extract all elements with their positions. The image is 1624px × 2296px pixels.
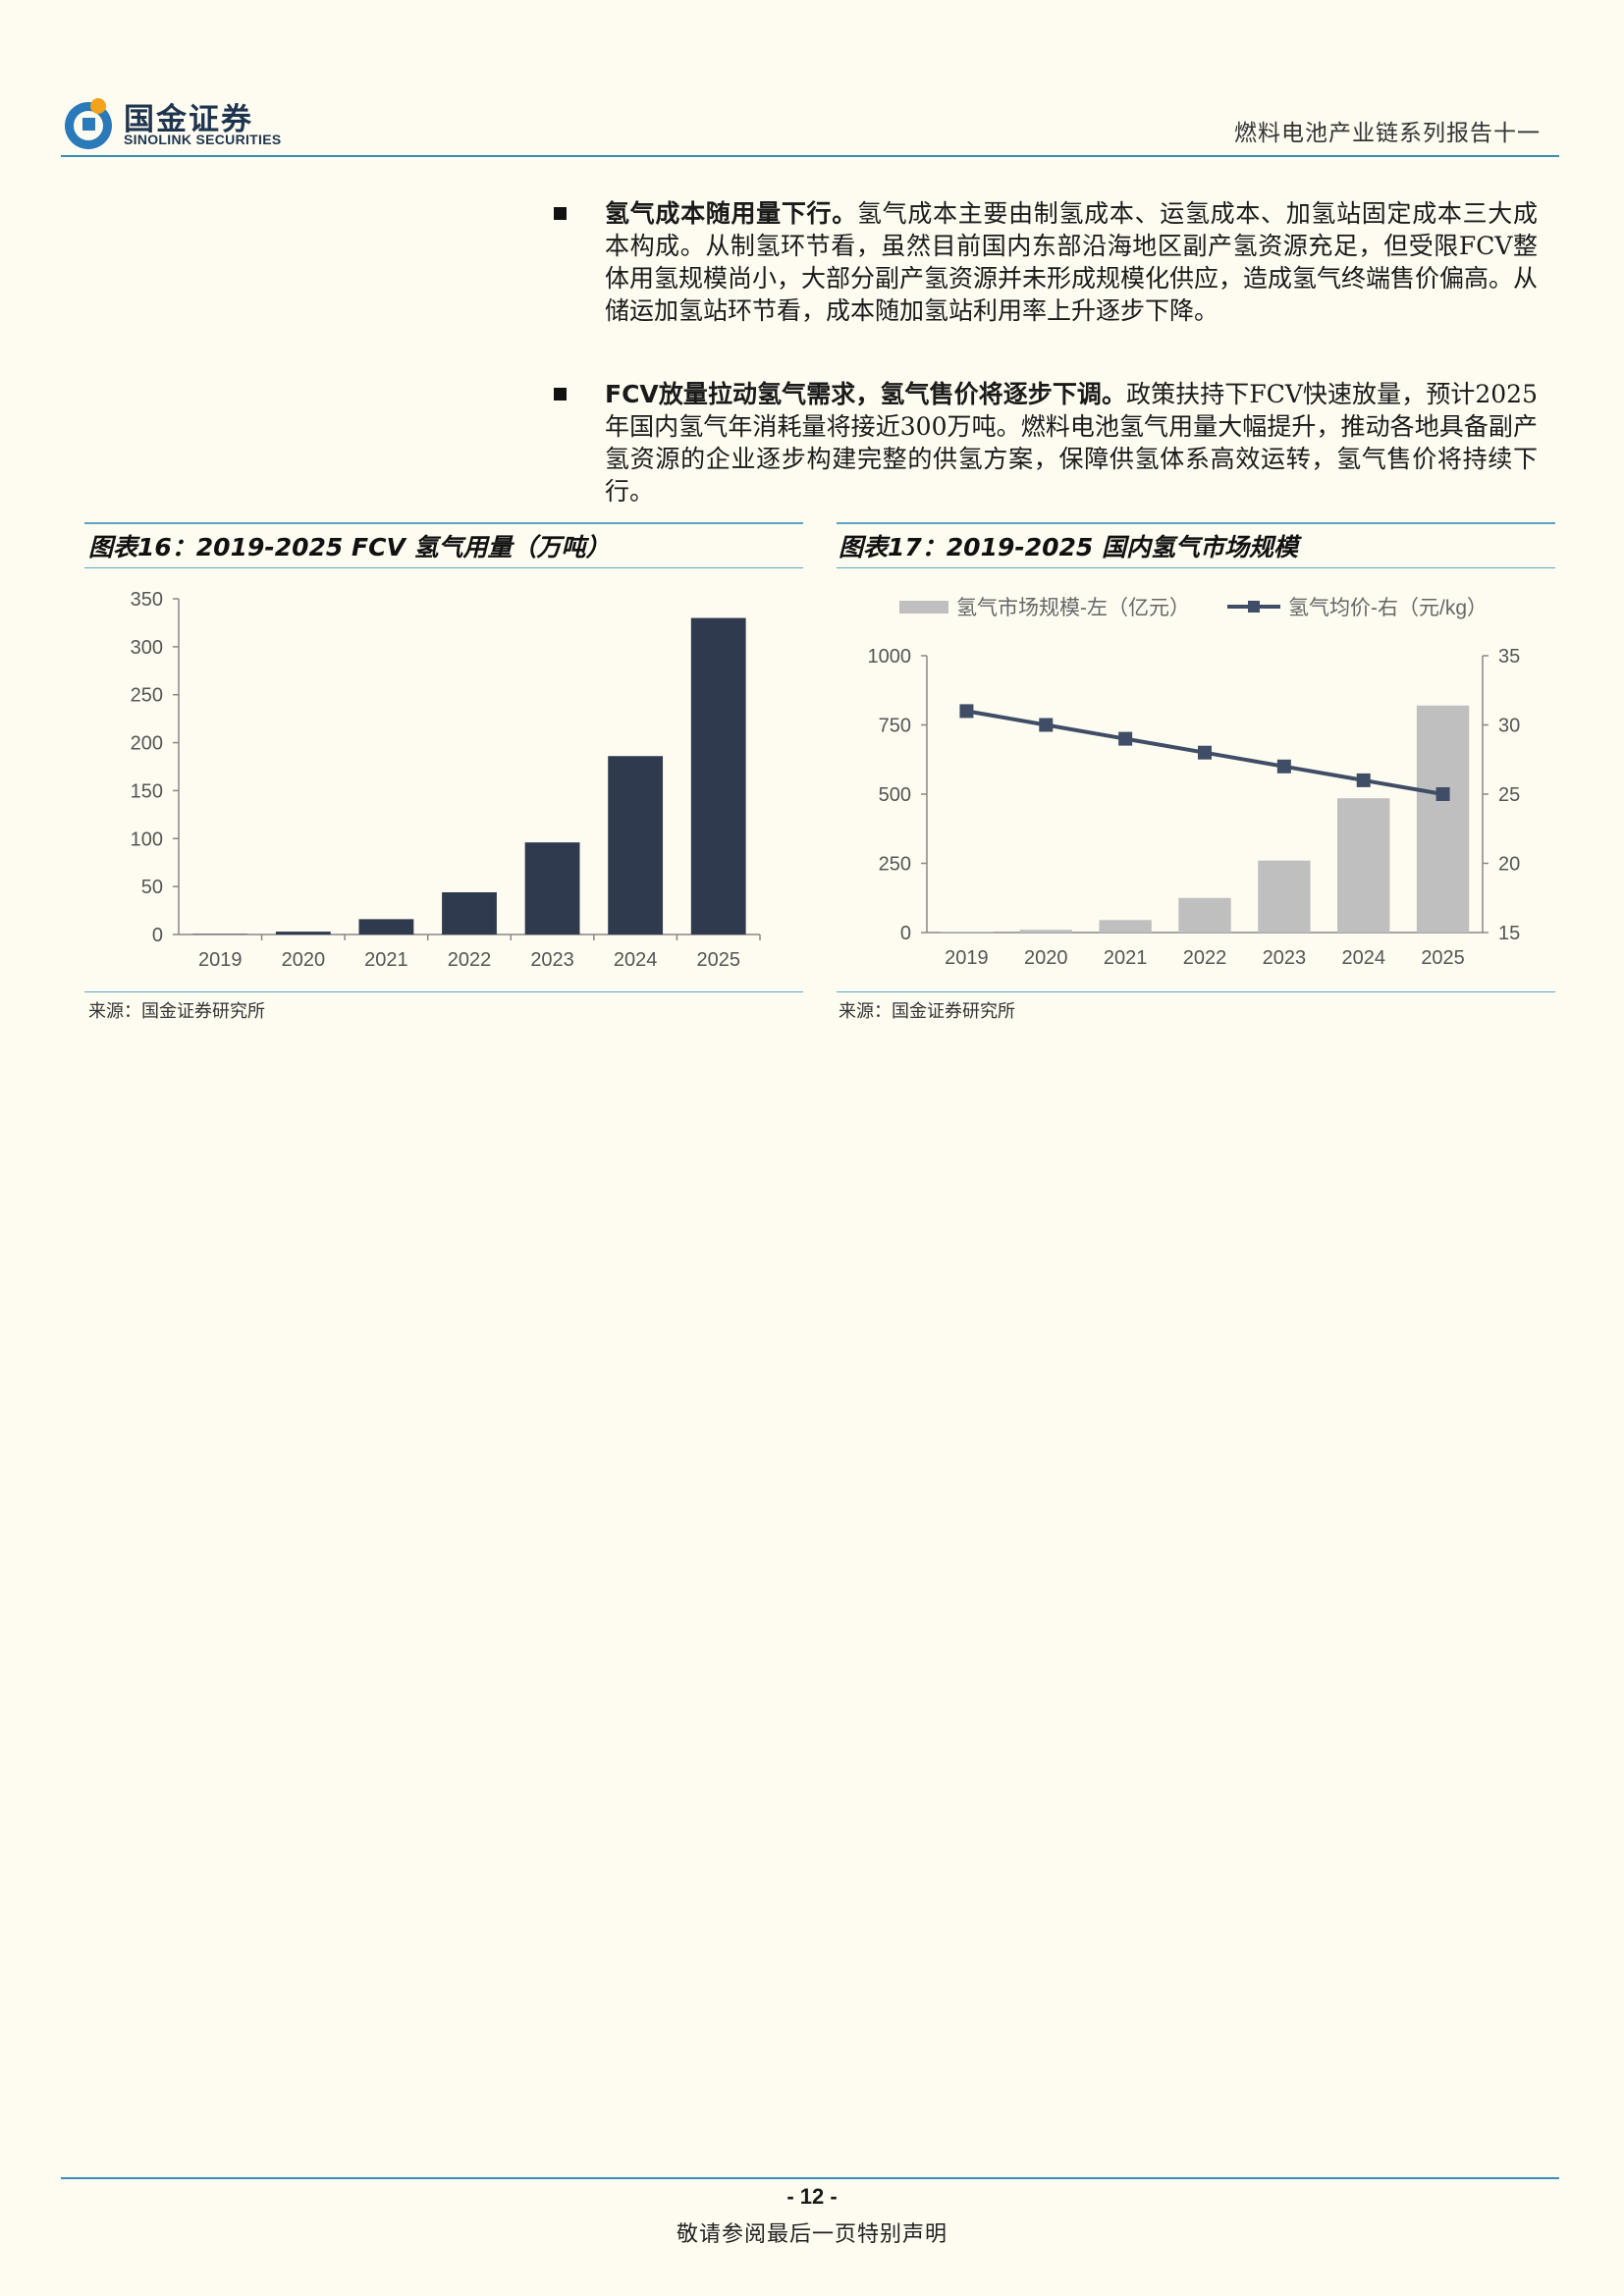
figure-17-title-rule <box>837 567 1555 568</box>
figure-16-bottom-rule <box>84 991 803 992</box>
bar <box>940 932 994 933</box>
x-tick-label: 2024 <box>1341 947 1385 969</box>
avg-price-point <box>1435 787 1450 801</box>
bar <box>1099 920 1152 933</box>
bullet-heading: FCV放量拉动氢气需求，氢气售价将逐步下调。 <box>605 380 1127 408</box>
x-tick-label: 2023 <box>530 949 574 971</box>
figure-17-top-rule <box>837 522 1555 524</box>
logo-en-text: SINOLINK SECURITIES <box>124 132 282 147</box>
x-tick-label: 2020 <box>282 949 326 971</box>
figure-16-top-rule <box>84 522 803 524</box>
y-tick-label: 350 <box>131 589 163 611</box>
report-series-title: 燃料电池产业链系列报告十一 <box>1234 121 1541 146</box>
right-tick-label: 30 <box>1498 716 1520 737</box>
legend-marker-avg-price <box>1248 601 1260 613</box>
right-tick-label: 35 <box>1498 646 1520 667</box>
figure-16-chart: 0 50 100 150 200 250 300 350 2019 2020 2021 2022 202… <box>131 589 761 971</box>
x-tick-label: 2025 <box>696 949 740 971</box>
bullet-body: 氢气成本主要由制氢成本、运氢成本、加氢站固定成本三大成本构成。从制氢环节看，虽然… <box>605 199 1539 325</box>
bullet-paragraph-1: 氢气成本随用量下行。氢气成本主要由制氢成本、运氢成本、加氢站固定成本三大成本构成… <box>554 197 1539 327</box>
figure-17-source: 来源：国金证券研究所 <box>839 1001 1015 1022</box>
page-number: - 12 - <box>786 2184 838 2209</box>
y-tick-label: 200 <box>131 733 163 755</box>
figure-16-title: 图表16：2019-2025 FCV 氢气用量（万吨） <box>88 533 611 561</box>
figure-16-title-rule <box>84 567 803 568</box>
bar <box>358 919 414 934</box>
left-tick-label: 750 <box>879 716 911 737</box>
left-tick-label: 0 <box>900 923 911 944</box>
y-tick-label: 0 <box>152 925 163 946</box>
bullet-paragraph-2: FCV放量拉动氢气需求，氢气售价将逐步下调。政策扶持下FCV快速放量，预计202… <box>554 378 1538 507</box>
x-tick-label: 2021 <box>1104 947 1148 969</box>
x-tick-label: 2022 <box>448 949 492 971</box>
avg-price-point <box>1198 745 1212 760</box>
legend-label-market-size: 氢气市场规模-左（亿元） <box>956 597 1190 619</box>
avg-price-point <box>1356 773 1371 787</box>
bar <box>1258 860 1311 933</box>
left-tick-label: 500 <box>879 784 911 806</box>
left-tick-label: 1000 <box>868 646 912 667</box>
footer-disclaimer: 敬请参阅最后一页特别声明 <box>676 2222 947 2247</box>
logo-mark-icon <box>65 98 112 149</box>
bar <box>1019 930 1072 933</box>
figure-17-chart: 氢气市场规模-左（亿元） 氢气均价-右（元/kg） 0 250 500 750 1000 15… <box>868 597 1521 969</box>
left-tick-label: 250 <box>879 854 911 876</box>
x-tick-label: 2019 <box>198 949 243 971</box>
legend-swatch-market-size <box>899 601 948 614</box>
x-tick-label: 2024 <box>614 949 658 971</box>
x-tick-label: 2019 <box>945 947 989 969</box>
bar <box>690 617 746 934</box>
bar <box>1337 798 1390 933</box>
right-tick-label: 25 <box>1498 784 1520 806</box>
avg-price-point <box>1276 759 1291 774</box>
y-tick-label: 250 <box>131 685 163 707</box>
company-logo: 国金证券 SINOLINK SECURITIES <box>61 92 297 155</box>
y-tick-label: 50 <box>141 877 163 898</box>
x-tick-label: 2021 <box>364 949 408 971</box>
header-divider <box>61 155 1559 157</box>
right-tick-label: 20 <box>1498 854 1520 876</box>
bullet-body: 政策扶持下FCV快速放量，预计2025年国内氢气年消耗量将接近300万吨。燃料电… <box>605 380 1538 506</box>
right-tick-label: 15 <box>1498 923 1520 944</box>
x-tick-label: 2020 <box>1024 947 1068 969</box>
bullet-square-icon <box>554 207 567 220</box>
bar <box>524 842 580 934</box>
bar <box>1416 705 1470 933</box>
bar <box>608 756 664 934</box>
avg-price-point <box>1118 731 1133 746</box>
bar <box>1178 897 1231 933</box>
y-tick-label: 150 <box>131 780 163 802</box>
logo-cn-text: 国金证券 <box>124 102 253 137</box>
avg-price-point <box>959 704 974 719</box>
footer-divider <box>61 2177 1559 2179</box>
figure-17-title: 图表17：2019-2025 国内氢气市场规模 <box>839 533 1299 561</box>
y-tick-label: 100 <box>131 828 163 850</box>
legend-label-avg-price: 氢气均价-右（元/kg） <box>1288 597 1488 619</box>
bar <box>442 892 497 934</box>
x-tick-label: 2023 <box>1263 947 1307 969</box>
y-tick-label: 300 <box>131 637 163 659</box>
x-tick-label: 2022 <box>1183 947 1227 969</box>
bar <box>275 932 331 934</box>
bullet-square-icon <box>554 388 567 400</box>
figure-16-source: 来源：国金证券研究所 <box>88 1001 265 1022</box>
figure-17-bottom-rule <box>837 991 1555 992</box>
avg-price-point <box>1039 718 1054 732</box>
x-tick-label: 2025 <box>1421 947 1465 969</box>
bullet-heading: 氢气成本随用量下行。 <box>605 199 857 228</box>
